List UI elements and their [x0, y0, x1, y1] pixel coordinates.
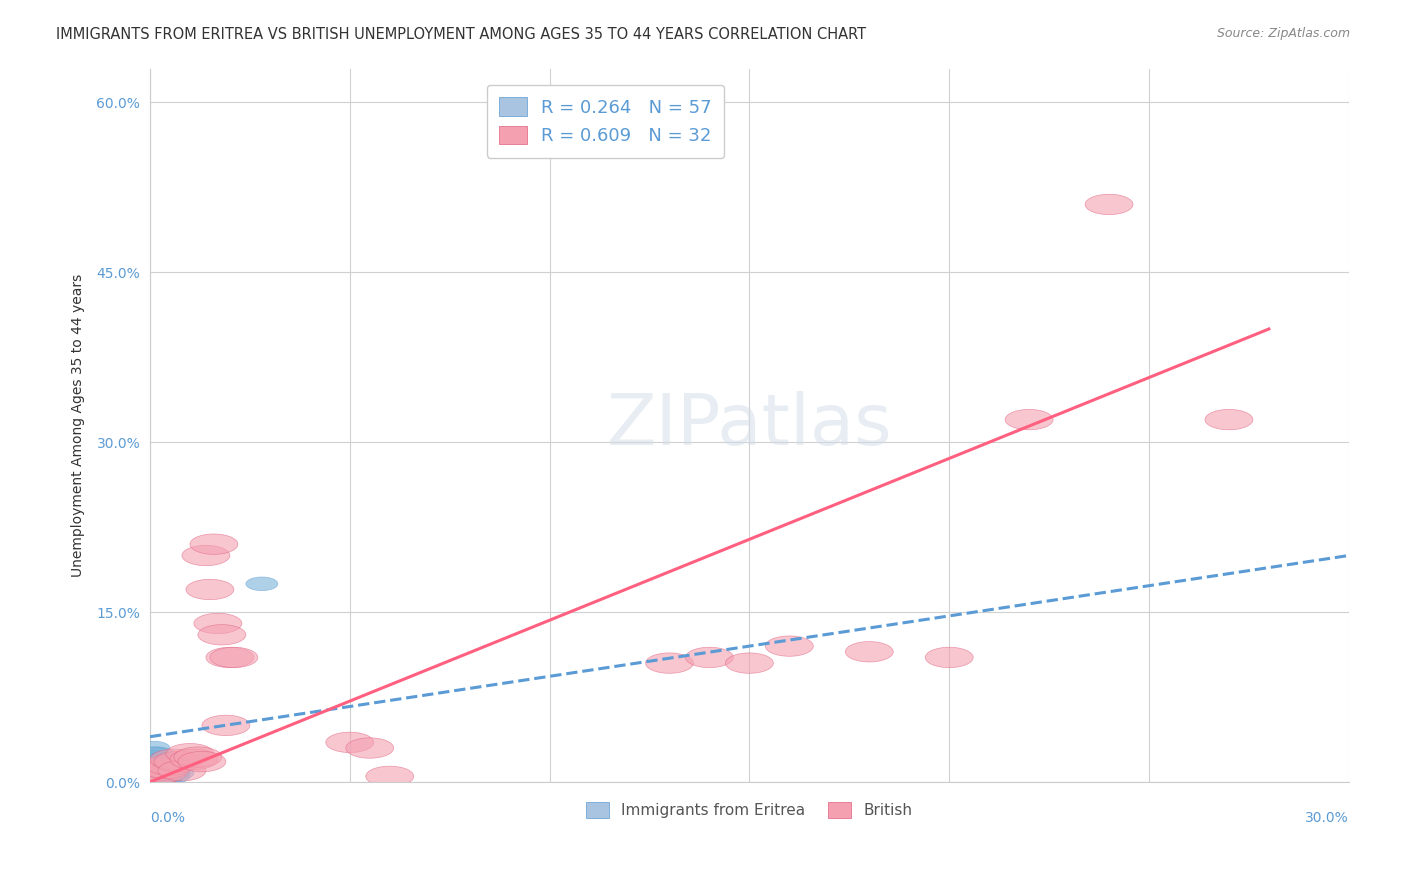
Ellipse shape — [194, 614, 242, 633]
Ellipse shape — [142, 765, 174, 779]
Ellipse shape — [150, 770, 181, 783]
Ellipse shape — [138, 773, 170, 787]
Ellipse shape — [138, 763, 186, 783]
Y-axis label: Unemployment Among Ages 35 to 44 years: Unemployment Among Ages 35 to 44 years — [72, 274, 86, 577]
Ellipse shape — [138, 747, 170, 761]
Ellipse shape — [142, 766, 174, 780]
Ellipse shape — [142, 759, 174, 773]
Ellipse shape — [179, 751, 226, 772]
Ellipse shape — [138, 766, 170, 780]
Ellipse shape — [686, 648, 734, 667]
Ellipse shape — [925, 648, 973, 667]
Ellipse shape — [765, 636, 813, 657]
Ellipse shape — [138, 763, 170, 776]
Ellipse shape — [1085, 194, 1133, 215]
Ellipse shape — [146, 771, 179, 784]
Ellipse shape — [134, 761, 181, 780]
Ellipse shape — [138, 753, 170, 766]
Ellipse shape — [157, 766, 190, 780]
Ellipse shape — [326, 732, 374, 753]
Ellipse shape — [138, 758, 170, 772]
Ellipse shape — [153, 764, 186, 778]
Ellipse shape — [346, 738, 394, 758]
Ellipse shape — [146, 770, 179, 783]
Ellipse shape — [150, 772, 181, 785]
Ellipse shape — [153, 768, 186, 782]
Ellipse shape — [153, 762, 186, 775]
Ellipse shape — [366, 766, 413, 787]
Ellipse shape — [142, 770, 174, 783]
Ellipse shape — [162, 766, 194, 780]
Ellipse shape — [1005, 409, 1053, 430]
Text: 0.0%: 0.0% — [150, 811, 186, 824]
Ellipse shape — [150, 749, 198, 770]
Ellipse shape — [138, 770, 170, 783]
Ellipse shape — [170, 749, 218, 770]
Ellipse shape — [138, 741, 170, 755]
Ellipse shape — [142, 772, 174, 785]
Ellipse shape — [142, 762, 174, 775]
Ellipse shape — [142, 754, 174, 767]
Ellipse shape — [186, 579, 233, 599]
Ellipse shape — [138, 772, 170, 785]
Ellipse shape — [142, 764, 174, 778]
Ellipse shape — [146, 762, 179, 775]
Ellipse shape — [246, 577, 278, 591]
Ellipse shape — [146, 768, 179, 782]
Ellipse shape — [166, 744, 214, 764]
Ellipse shape — [150, 758, 181, 772]
Ellipse shape — [150, 767, 181, 780]
Ellipse shape — [845, 641, 893, 662]
Ellipse shape — [146, 755, 179, 768]
Ellipse shape — [202, 715, 250, 736]
Ellipse shape — [138, 761, 170, 774]
Ellipse shape — [146, 772, 179, 785]
Ellipse shape — [146, 757, 179, 771]
Ellipse shape — [645, 653, 693, 673]
Ellipse shape — [142, 755, 174, 768]
Ellipse shape — [138, 755, 170, 768]
Text: 30.0%: 30.0% — [1305, 811, 1348, 824]
Ellipse shape — [142, 767, 174, 780]
Ellipse shape — [142, 773, 174, 787]
Text: ZIPatlas: ZIPatlas — [606, 391, 893, 459]
Text: IMMIGRANTS FROM ERITREA VS BRITISH UNEMPLOYMENT AMONG AGES 35 TO 44 YEARS CORREL: IMMIGRANTS FROM ERITREA VS BRITISH UNEMP… — [56, 27, 866, 42]
Ellipse shape — [146, 766, 179, 780]
Ellipse shape — [129, 766, 179, 787]
Ellipse shape — [138, 768, 170, 782]
Ellipse shape — [198, 624, 246, 645]
Text: Source: ZipAtlas.com: Source: ZipAtlas.com — [1216, 27, 1350, 40]
Ellipse shape — [157, 764, 190, 778]
Ellipse shape — [142, 771, 174, 784]
Ellipse shape — [1205, 409, 1253, 430]
Ellipse shape — [142, 747, 174, 761]
Ellipse shape — [138, 762, 170, 775]
Ellipse shape — [150, 773, 181, 787]
Ellipse shape — [150, 766, 181, 780]
Ellipse shape — [209, 648, 257, 667]
Ellipse shape — [153, 751, 202, 772]
Ellipse shape — [142, 758, 190, 779]
Ellipse shape — [146, 753, 179, 766]
Ellipse shape — [146, 758, 179, 772]
Ellipse shape — [138, 774, 170, 788]
Ellipse shape — [138, 771, 170, 784]
Ellipse shape — [146, 755, 194, 775]
Ellipse shape — [205, 648, 254, 667]
Ellipse shape — [725, 653, 773, 673]
Ellipse shape — [157, 770, 190, 783]
Ellipse shape — [142, 768, 174, 782]
Ellipse shape — [190, 534, 238, 554]
Ellipse shape — [181, 545, 229, 566]
Ellipse shape — [138, 765, 170, 779]
Ellipse shape — [174, 747, 222, 767]
Legend: Immigrants from Eritrea, British: Immigrants from Eritrea, British — [581, 796, 918, 824]
Ellipse shape — [138, 750, 170, 764]
Ellipse shape — [146, 764, 179, 778]
Ellipse shape — [157, 761, 205, 780]
Ellipse shape — [138, 756, 170, 770]
